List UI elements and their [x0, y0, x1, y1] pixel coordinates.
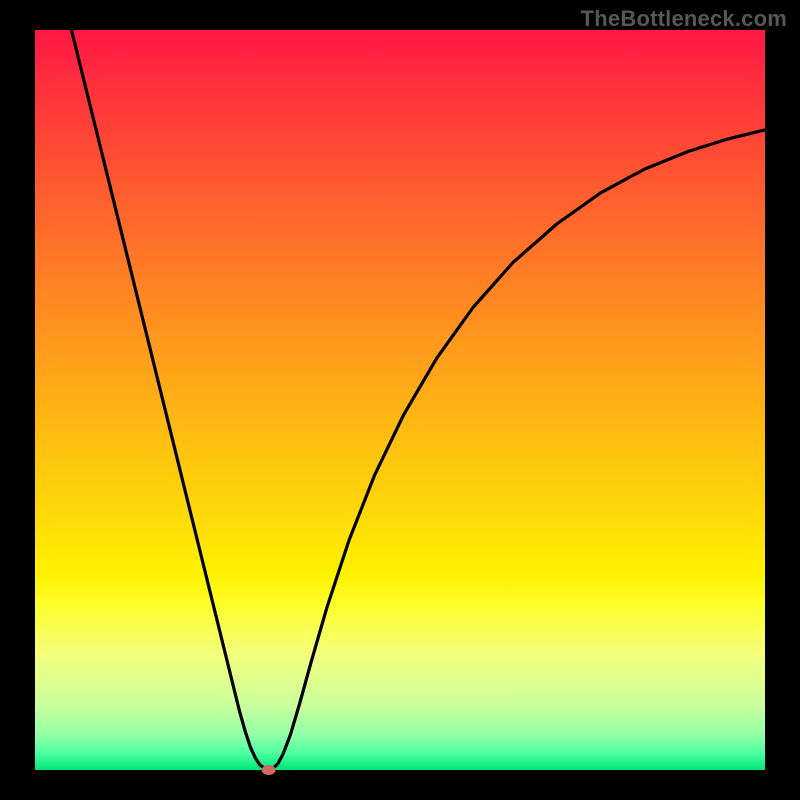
- min-marker: [262, 765, 276, 775]
- chart-stage: TheBottleneck.com: [0, 0, 800, 800]
- plot-background: [35, 30, 765, 770]
- watermark-text: TheBottleneck.com: [581, 6, 787, 32]
- chart-svg: [0, 0, 800, 800]
